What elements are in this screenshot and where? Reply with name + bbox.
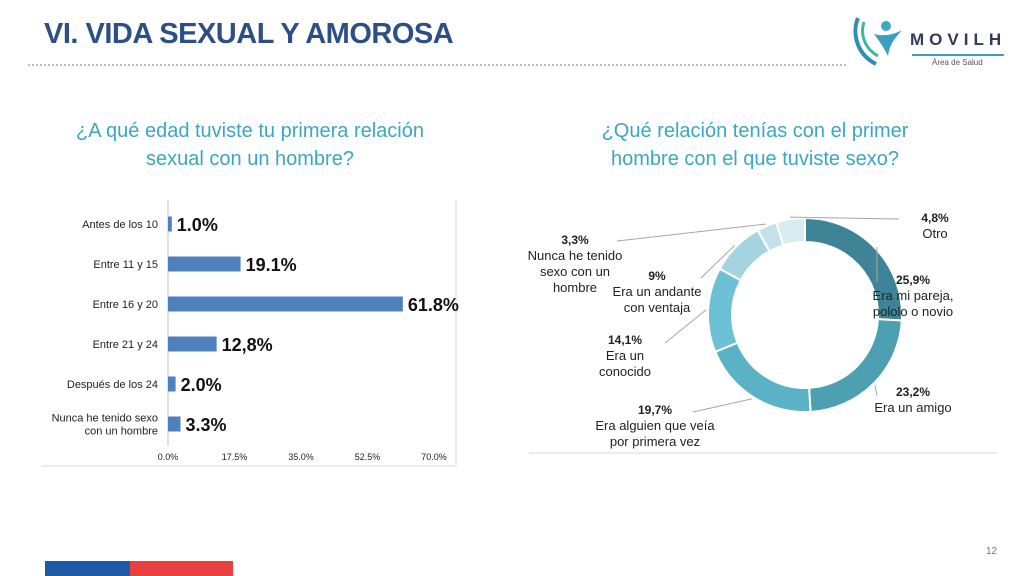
bar-category-label: Nunca he tenido sexo	[52, 413, 158, 425]
donut-slice	[808, 318, 903, 413]
donut-category-label: hombre	[553, 280, 597, 295]
donut-category-label: Era un amigo	[874, 400, 951, 415]
bar-data-label: 2.0%	[181, 375, 222, 395]
bar-category-label: Entre 16 y 20	[93, 299, 158, 311]
donut-leader-line	[790, 216, 900, 220]
bar	[168, 256, 241, 272]
bar	[168, 376, 176, 392]
bar-axis-tick-label: 0.0%	[158, 452, 179, 462]
logo-subtitle: Área de Salud	[932, 58, 983, 67]
bar-data-label: 61.8%	[408, 295, 459, 315]
donut-chart-title: ¿Qué relación tenías con el primer hombr…	[520, 117, 990, 173]
person-figure-icon	[853, 17, 902, 66]
donut-category-label: Otro	[922, 226, 947, 241]
bar-category-label: Después de los 24	[67, 379, 158, 391]
page-number: 12	[986, 546, 998, 557]
page-title: VI. VIDA SEXUAL Y AMOROSA	[44, 18, 454, 50]
bar-axis-tick-label: 52.5%	[355, 452, 381, 462]
donut-leader-line	[874, 384, 878, 397]
donut-chart-title-line-1: ¿Qué relación tenías con el primer	[601, 120, 909, 142]
bar-data-label: 19.1%	[246, 255, 297, 275]
bar	[168, 416, 181, 432]
donut-category-label: Nunca he tenido	[528, 248, 623, 263]
bar-category-label: Antes de los 10	[82, 219, 158, 231]
donut-leader-line	[616, 223, 767, 242]
donut-slice	[774, 216, 806, 247]
logo-underline	[912, 54, 1004, 56]
bar-data-label: 1.0%	[177, 215, 218, 235]
age-bar-chart: Antes de los 10 1.0% Entre 11 y 15 19.1% Ent…	[42, 200, 459, 467]
bar-axis-tick-label: 17.5%	[222, 452, 248, 462]
donut-slice	[713, 341, 812, 413]
bar-axis-tick-label: 70.0%	[421, 452, 447, 462]
donut-chart-title-line-2: hombre con el que tuviste sexo?	[611, 148, 899, 170]
bar-category-label: con un hombre	[85, 426, 158, 438]
donut-category-label: sexo con un	[540, 264, 610, 279]
donut-category-label: Era un	[606, 348, 644, 363]
bar-data-label: 12,8%	[222, 335, 273, 355]
footer-stripe-red	[130, 561, 233, 576]
movilh-logo: MOVILH Área de Salud	[850, 12, 1010, 70]
donut-percent-label: 25,9%	[896, 273, 930, 287]
donut-leader-line	[664, 309, 707, 344]
donut-category-label: Era alguien que veía	[595, 418, 715, 433]
donut-category-label: Era mi pareja,	[873, 288, 954, 303]
bar	[168, 216, 172, 232]
bar-data-label: 3.3%	[186, 415, 227, 435]
bar-category-label: Entre 11 y 15	[93, 259, 158, 271]
bar-axis-tick-label: 35.0%	[288, 452, 314, 462]
donut-category-label: pololo o novio	[873, 304, 953, 319]
donut-category-label: con ventaja	[624, 300, 691, 315]
bar-chart-title-line-1: ¿A qué edad tuviste tu primera relación	[76, 120, 424, 142]
bar-chart-title-line-2: sexual con un hombre?	[146, 148, 354, 170]
bar	[168, 296, 403, 312]
donut-category-label: Era un andante	[613, 284, 702, 299]
donut-category-label: conocido	[599, 364, 651, 379]
donut-percent-label: 14,1%	[608, 333, 642, 347]
bar-chart-title: ¿A qué edad tuviste tu primera relación …	[30, 117, 470, 173]
bar-category-label: Entre 21 y 24	[93, 339, 158, 351]
donut-leader-line	[692, 398, 753, 413]
bar	[168, 336, 217, 352]
relationship-donut-chart: 25,9%Era mi pareja,pololo o novio23,2%Er…	[528, 211, 997, 454]
donut-percent-label: 9%	[648, 269, 666, 283]
footer-stripe-blue	[45, 561, 130, 576]
donut-slice	[707, 267, 743, 354]
donut-leader-line	[700, 245, 735, 279]
donut-category-label: por primera vez	[610, 434, 700, 449]
donut-percent-label: 19,7%	[638, 403, 672, 417]
donut-percent-label: 23,2%	[896, 385, 930, 399]
donut-percent-label: 4,8%	[921, 211, 949, 225]
title-divider	[28, 64, 846, 66]
donut-percent-label: 3,3%	[561, 233, 589, 247]
logo-wordmark: MOVILH	[910, 30, 1007, 49]
